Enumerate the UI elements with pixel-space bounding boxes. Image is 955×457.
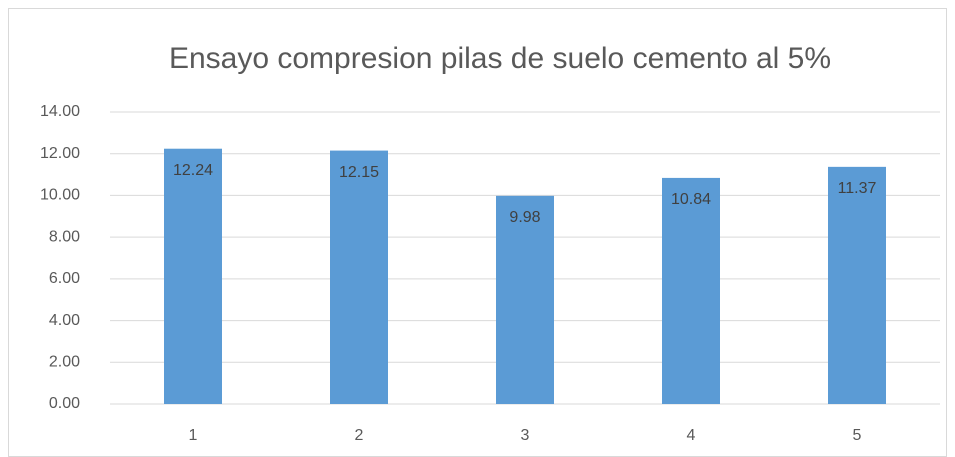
y-tick-label: 14.00 xyxy=(40,103,80,120)
y-tick-label: 12.00 xyxy=(40,145,80,162)
bar xyxy=(662,177,720,404)
bar xyxy=(496,195,554,404)
data-label: 12.15 xyxy=(339,164,379,181)
chart-title: Ensayo compresion pilas de suelo cemento… xyxy=(169,42,831,75)
x-tick-label: 5 xyxy=(853,427,862,444)
chart-border xyxy=(8,8,947,457)
data-label: 9.98 xyxy=(509,209,540,226)
bar xyxy=(330,150,388,404)
data-label: 10.84 xyxy=(671,191,711,208)
y-tick-label: 6.00 xyxy=(49,270,80,287)
y-tick-label: 2.00 xyxy=(49,354,80,371)
y-tick-label: 0.00 xyxy=(49,395,80,412)
y-tick-label: 10.00 xyxy=(40,187,80,204)
y-tick-label: 8.00 xyxy=(49,228,80,245)
bar xyxy=(164,148,222,404)
x-tick-label: 4 xyxy=(687,427,696,444)
bar xyxy=(828,166,886,404)
x-tick-label: 3 xyxy=(521,427,530,444)
y-tick-label: 4.00 xyxy=(49,312,80,329)
x-tick-label: 1 xyxy=(189,427,198,444)
x-tick-label: 2 xyxy=(355,427,364,444)
data-label: 11.37 xyxy=(838,180,877,197)
data-label: 12.24 xyxy=(173,162,213,179)
